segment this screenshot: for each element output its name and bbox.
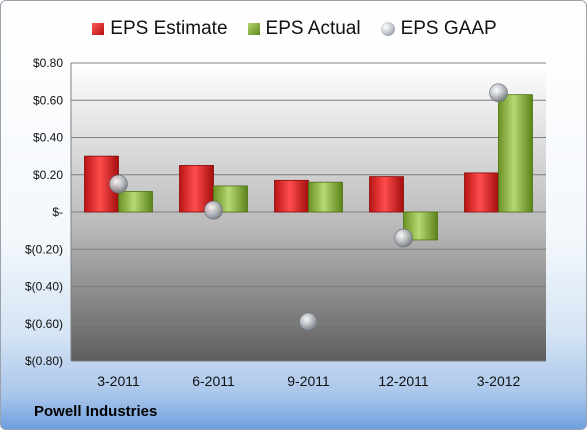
bar-eps-actual <box>118 191 153 213</box>
y-tick-label: $(0.40) <box>25 280 63 294</box>
y-tick-label: $0.20 <box>33 168 63 182</box>
y-tick-label: $0.60 <box>33 93 63 107</box>
company-name: Powell Industries <box>34 403 158 420</box>
bar-eps-estimate <box>464 172 499 213</box>
x-tick-label: 3-2011 <box>97 373 140 389</box>
marker-eps-gaap <box>489 83 508 103</box>
legend-label-eps-actual: EPS Actual <box>265 18 361 39</box>
legend-item-eps-actual: EPS Actual <box>247 18 361 40</box>
marker-eps-gaap <box>204 200 223 220</box>
bar-eps-estimate <box>274 179 309 213</box>
marker-eps-gaap <box>109 174 128 194</box>
y-axis-ticks: $0.80 $0.60 $0.40 $0.20 $- $(0.20) $(0.40) $(0.… <box>25 56 63 368</box>
bar-eps-estimate <box>369 176 404 213</box>
x-tick-label: 9-2011 <box>287 373 330 389</box>
y-tick-label: $0.80 <box>33 56 63 70</box>
legend-item-eps-gaap: EPS GAAP <box>380 18 497 40</box>
bars <box>84 94 533 241</box>
bar-eps-actual <box>498 94 533 213</box>
gaap-markers <box>109 83 508 332</box>
y-tick-label: $0.40 <box>33 131 63 145</box>
legend-swatch-eps-actual <box>247 23 260 35</box>
legend-swatch-eps-gaap <box>380 22 395 36</box>
legend-label-eps-gaap: EPS GAAP <box>400 18 497 39</box>
y-tick-label: $- <box>52 205 63 219</box>
y-tick-label: $(0.60) <box>25 317 63 331</box>
bar-eps-actual <box>308 181 343 213</box>
x-tick-label: 3-2012 <box>477 373 521 389</box>
y-tick-label: $(0.80) <box>25 354 63 368</box>
marker-eps-gaap <box>299 312 318 332</box>
y-tick-label: $(0.20) <box>25 242 63 256</box>
chart-legend: EPS Estimate EPS Actual EPS GAAP <box>1 15 586 43</box>
legend-swatch-eps-estimate <box>92 23 105 35</box>
legend-label-eps-estimate: EPS Estimate <box>110 18 228 39</box>
x-axis-ticks: 3-2011 6-2011 9-2011 12-2011 3-2012 <box>97 373 520 389</box>
x-tick-label: 6-2011 <box>192 373 235 389</box>
legend-item-eps-estimate: EPS Estimate <box>92 18 228 40</box>
x-tick-label: 12-2011 <box>378 373 429 389</box>
marker-eps-gaap <box>394 228 413 248</box>
